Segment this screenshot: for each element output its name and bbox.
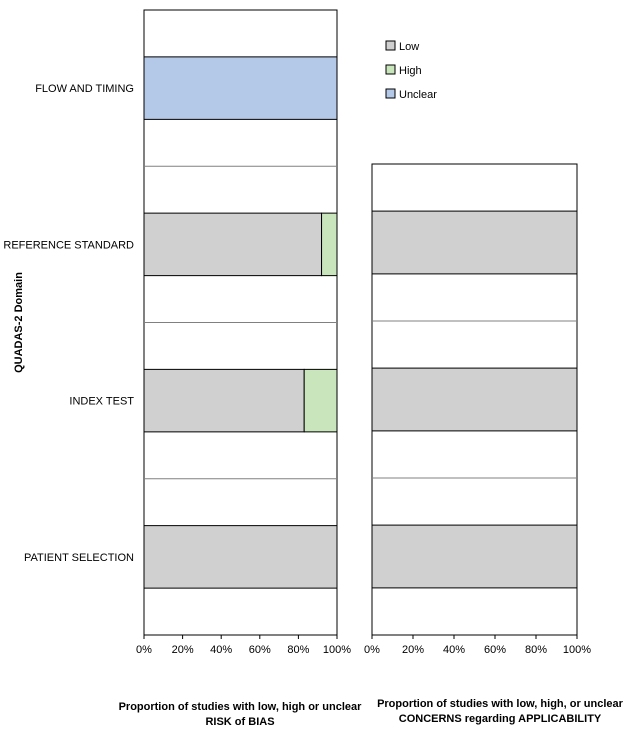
legend: Low High Unclear (385, 40, 437, 101)
category-label-index-test: INDEX TEST (69, 396, 134, 408)
x-tick-label: 20% (402, 644, 424, 656)
bar-index-test-high (303, 368, 338, 433)
x-tick-label: 0% (364, 644, 380, 656)
bar-index-test-low (371, 367, 578, 432)
y-axis-title: QUADAS-2 Domain (13, 272, 25, 373)
chart-panel-1: PATIENT SELECTION INDEX TEST REFERENCE STA… (3, 9, 437, 656)
bar-reference-standard-high (321, 212, 338, 277)
x-tick-label: 40% (443, 644, 465, 656)
x-tick-label: 100% (323, 644, 351, 656)
applicability-xlabel-line-2: CONCERNS regarding APPLICABILITY (398, 713, 602, 725)
bar-flow-and-timing-unclear (143, 56, 338, 120)
applicability-xlabel-line-1: Proportion of studies with low, high, or… (377, 698, 623, 710)
legend-swatch-high (385, 64, 396, 75)
bar-index-test-low (143, 368, 305, 433)
chart-panel-2: 0% 20% 40% 60% 80% 100% (364, 163, 591, 656)
legend-label-high: High (399, 65, 422, 77)
x-tick-label: 60% (249, 644, 271, 656)
x-tick-label: 60% (484, 644, 506, 656)
bar-patient-selection-low (143, 525, 338, 589)
x-tick-label: 0% (136, 644, 152, 656)
category-label-patient-selection: PATIENT SELECTION (24, 552, 134, 564)
applicability-xlabel: Proportion of studies with low, high, or… (370, 697, 630, 727)
x-tick-label: 20% (172, 644, 194, 656)
legend-swatch-unclear (385, 88, 396, 99)
x-tick-label: 80% (287, 644, 309, 656)
risk-of-bias-xlabel-line-1: Proportion of studies with low, high or … (118, 701, 362, 713)
risk-of-bias-xlabel-line-2: RISK of BIAS (205, 716, 275, 728)
legend-label-unclear: Unclear (399, 89, 437, 101)
legend-label-low: Low (399, 41, 419, 53)
x-tick-label: 100% (563, 644, 591, 656)
category-label-flow-and-timing: FLOW AND TIMING (35, 83, 134, 95)
category-label-reference-standard: REFERENCE STANDARD (3, 239, 134, 251)
bar-patient-selection-low (371, 524, 578, 589)
legend-swatch-low (385, 40, 396, 51)
bar-reference-standard-low (143, 212, 323, 277)
x-tick-label: 40% (210, 644, 232, 656)
x-tick-label: 80% (525, 644, 547, 656)
bar-reference-standard-low (371, 210, 578, 275)
risk-of-bias-xlabel: Proportion of studies with low, high or … (100, 700, 380, 730)
